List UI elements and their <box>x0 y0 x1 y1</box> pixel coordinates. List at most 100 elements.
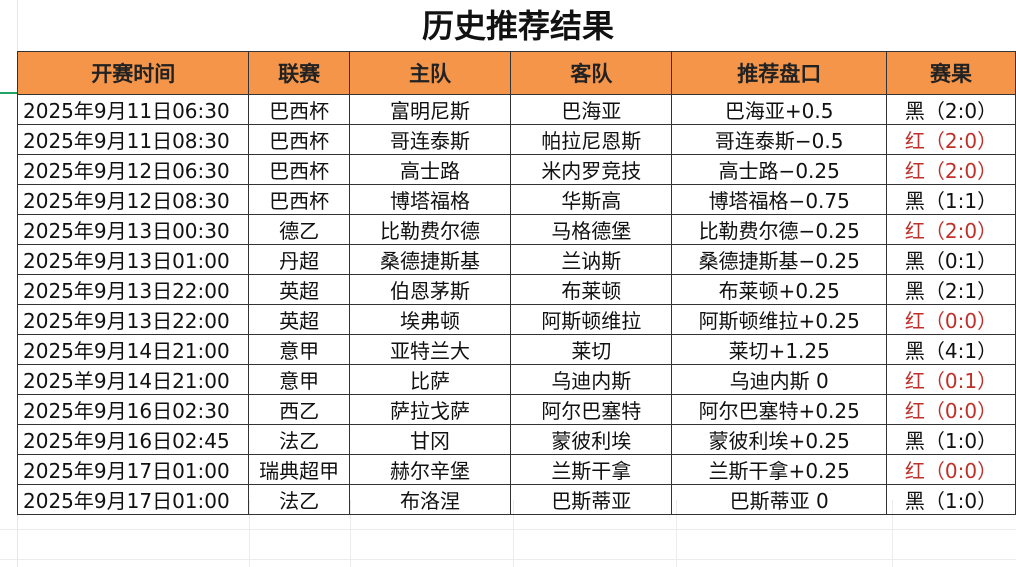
cell-league[interactable]: 德乙 <box>248 214 350 245</box>
cell-time[interactable]: 2025年9月14日21:00 <box>16 334 250 365</box>
cell-away[interactable]: 巴海亚 <box>510 94 673 125</box>
cell-away[interactable]: 阿尔巴塞特 <box>510 394 673 425</box>
cell-result[interactable]: 红（2:0） <box>885 124 1016 155</box>
cell-pick[interactable]: 比勒费尔德−0.25 <box>671 214 887 245</box>
header-result[interactable]: 赛果 <box>885 51 1016 95</box>
cell-result[interactable]: 红（0:0） <box>885 394 1016 425</box>
cell-away[interactable]: 华斯高 <box>510 184 673 215</box>
cell-home[interactable]: 赫尔辛堡 <box>348 454 512 485</box>
cell-result[interactable]: 红（0:0） <box>885 304 1016 335</box>
cell-result[interactable]: 黑（1:0） <box>885 484 1016 515</box>
cell-away[interactable]: 米内罗竞技 <box>510 154 673 185</box>
cell-away[interactable]: 蒙彼利埃 <box>510 424 673 455</box>
table-row: 2025年9月13日00:30 德乙 比勒费尔德 马格德堡 比勒费尔德−0.25 红（2:… <box>16 214 1016 245</box>
cell-time[interactable]: 2025年9月17日01:00 <box>16 484 250 515</box>
cell-league[interactable]: 法乙 <box>248 484 350 515</box>
gridline <box>676 500 677 567</box>
cell-away[interactable]: 马格德堡 <box>510 214 673 245</box>
cell-time[interactable]: 2025年9月13日00:30 <box>16 214 250 245</box>
cell-pick[interactable]: 蒙彼利埃+0.25 <box>671 424 887 455</box>
cell-pick[interactable]: 乌迪内斯 0 <box>671 364 887 395</box>
cell-away[interactable]: 布莱顿 <box>510 274 673 305</box>
cell-pick[interactable]: 阿尔巴塞特+0.25 <box>671 394 887 425</box>
cell-league[interactable]: 瑞典超甲 <box>248 454 350 485</box>
cell-time[interactable]: 2025年9月13日22:00 <box>16 304 250 335</box>
cell-pick[interactable]: 巴海亚+0.5 <box>671 94 887 125</box>
cell-league[interactable]: 巴西杯 <box>248 94 350 125</box>
header-time[interactable]: 开赛时间 <box>16 51 250 95</box>
cell-home[interactable]: 哥连泰斯 <box>348 124 512 155</box>
cell-time[interactable]: 2025年9月16日02:30 <box>16 394 250 425</box>
table-row: 2025年9月13日22:00 英超 伯恩茅斯 布莱顿 布莱顿+0.25 黑（2:1） <box>16 274 1016 305</box>
cell-time[interactable]: 2025年9月12日08:30 <box>16 184 250 215</box>
cell-home[interactable]: 博塔福格 <box>348 184 512 215</box>
cell-time[interactable]: 2025羊9月14日21:00 <box>16 364 250 395</box>
cell-pick[interactable]: 高士路−0.25 <box>671 154 887 185</box>
cell-home[interactable]: 埃弗顿 <box>348 304 512 335</box>
cell-away[interactable]: 乌迪内斯 <box>510 364 673 395</box>
gridline <box>0 529 1016 530</box>
cell-home[interactable]: 亚特兰大 <box>348 334 512 365</box>
header-pick[interactable]: 推荐盘口 <box>671 51 887 95</box>
cell-home[interactable]: 布洛涅 <box>348 484 512 515</box>
cell-away[interactable]: 阿斯顿维拉 <box>510 304 673 335</box>
cell-time[interactable]: 2025年9月13日01:00 <box>16 244 250 275</box>
cell-pick[interactable]: 兰斯干拿+0.25 <box>671 454 887 485</box>
cell-home[interactable]: 富明尼斯 <box>348 94 512 125</box>
table-row: 2025年9月17日01:00 瑞典超甲 赫尔辛堡 兰斯干拿 兰斯干拿+0.25 红（0:… <box>16 454 1016 485</box>
cell-home[interactable]: 甘冈 <box>348 424 512 455</box>
cell-home[interactable]: 萨拉戈萨 <box>348 394 512 425</box>
cell-pick[interactable]: 桑德捷斯基−0.25 <box>671 244 887 275</box>
cell-home[interactable]: 伯恩茅斯 <box>348 274 512 305</box>
cell-league[interactable]: 法乙 <box>248 424 350 455</box>
cell-result[interactable]: 红（2:0） <box>885 214 1016 245</box>
cell-away[interactable]: 兰讷斯 <box>510 244 673 275</box>
cell-home[interactable]: 比萨 <box>348 364 512 395</box>
cell-time[interactable]: 2025年9月17日01:00 <box>16 454 250 485</box>
header-away[interactable]: 客队 <box>510 51 673 95</box>
cell-home[interactable]: 高士路 <box>348 154 512 185</box>
table-row: 2025年9月16日02:45 法乙 甘冈 蒙彼利埃 蒙彼利埃+0.25 黑（1:0） <box>16 424 1016 455</box>
cell-away[interactable]: 巴斯蒂亚 <box>510 484 673 515</box>
header-home[interactable]: 主队 <box>348 51 512 95</box>
cell-league[interactable]: 西乙 <box>248 394 350 425</box>
cell-pick[interactable]: 莱切+1.25 <box>671 334 887 365</box>
cell-time[interactable]: 2025年9月13日22:00 <box>16 274 250 305</box>
cell-time[interactable]: 2025年9月16日02:45 <box>16 424 250 455</box>
gridline <box>249 500 250 567</box>
cell-home[interactable]: 比勒费尔德 <box>348 214 512 245</box>
cell-league[interactable]: 丹超 <box>248 244 350 275</box>
cell-pick[interactable]: 哥连泰斯−0.5 <box>671 124 887 155</box>
cell-pick[interactable]: 博塔福格−0.75 <box>671 184 887 215</box>
cell-league[interactable]: 英超 <box>248 304 350 335</box>
cell-away[interactable]: 帕拉尼恩斯 <box>510 124 673 155</box>
cell-time[interactable]: 2025年9月11日08:30 <box>16 124 250 155</box>
cell-league[interactable]: 英超 <box>248 274 350 305</box>
cell-home[interactable]: 桑德捷斯基 <box>348 244 512 275</box>
row-header-strip[interactable] <box>0 0 18 567</box>
cell-away[interactable]: 莱切 <box>510 334 673 365</box>
gridline <box>0 559 1016 560</box>
cell-result[interactable]: 黑（1:1） <box>885 184 1016 215</box>
cell-result[interactable]: 红（0:0） <box>885 454 1016 485</box>
cell-league[interactable]: 巴西杯 <box>248 124 350 155</box>
cell-time[interactable]: 2025年9月12日06:30 <box>16 154 250 185</box>
cell-result[interactable]: 黑（2:1） <box>885 274 1016 305</box>
cell-league[interactable]: 意甲 <box>248 334 350 365</box>
cell-league[interactable]: 巴西杯 <box>248 184 350 215</box>
cell-result[interactable]: 黑（4:1） <box>885 334 1016 365</box>
cell-result[interactable]: 红（0:1） <box>885 364 1016 395</box>
cell-result[interactable]: 黑（1:0） <box>885 424 1016 455</box>
cell-time[interactable]: 2025年9月11日06:30 <box>16 94 250 125</box>
cell-league[interactable]: 巴西杯 <box>248 154 350 185</box>
cell-result[interactable]: 黑（0:1） <box>885 244 1016 275</box>
cell-away[interactable]: 兰斯干拿 <box>510 454 673 485</box>
table-row: 2025年9月11日06:30 巴西杯 富明尼斯 巴海亚 巴海亚+0.5 黑（2:0） <box>16 94 1016 125</box>
cell-result[interactable]: 红（2:0） <box>885 154 1016 185</box>
cell-pick[interactable]: 阿斯顿维拉+0.25 <box>671 304 887 335</box>
header-league[interactable]: 联赛 <box>248 51 350 95</box>
cell-league[interactable]: 意甲 <box>248 364 350 395</box>
cell-pick[interactable]: 巴斯蒂亚 0 <box>671 484 887 515</box>
cell-result[interactable]: 黑（2:0） <box>885 94 1016 125</box>
cell-pick[interactable]: 布莱顿+0.25 <box>671 274 887 305</box>
